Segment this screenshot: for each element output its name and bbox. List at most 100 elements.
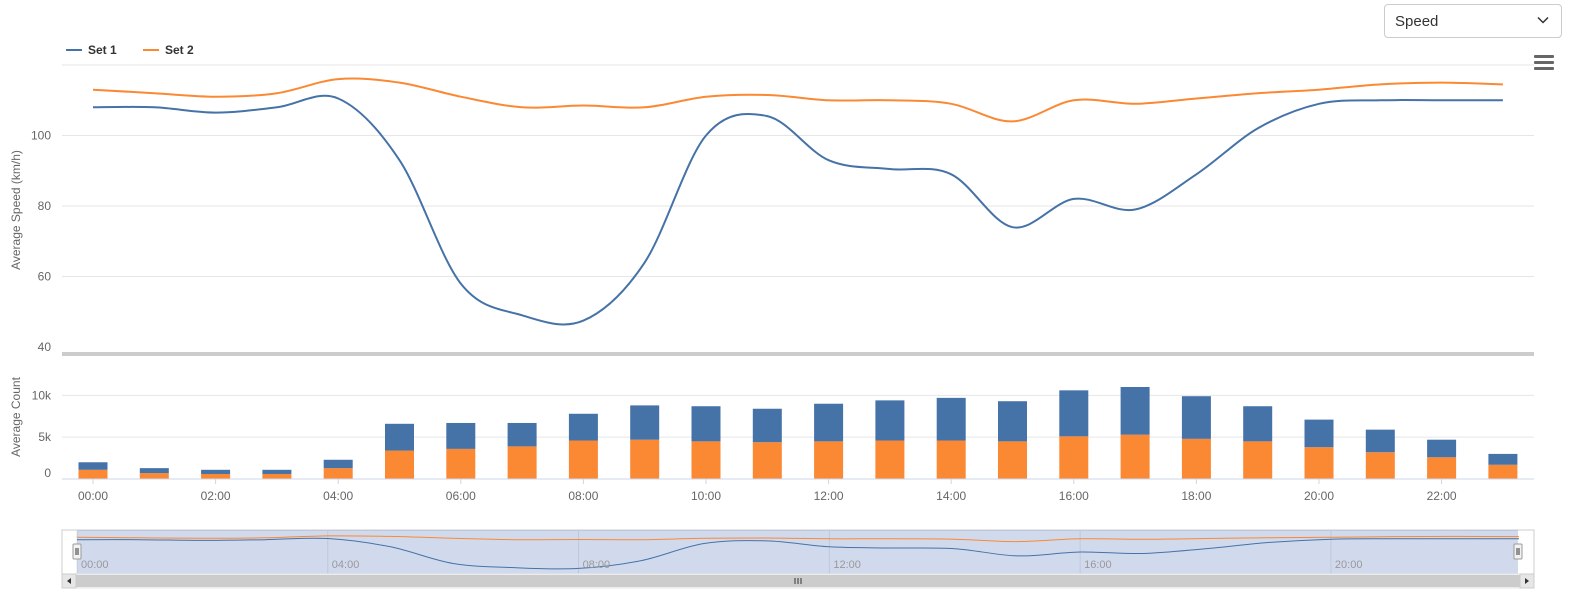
bar-set2[interactable] bbox=[1488, 464, 1518, 479]
bar-set2[interactable] bbox=[323, 468, 353, 479]
metric-select-value: Speed bbox=[1395, 12, 1439, 30]
bar-set2[interactable] bbox=[385, 450, 414, 479]
scrollbar[interactable] bbox=[61, 573, 1535, 589]
navigator-tick-label: 16:00 bbox=[1084, 559, 1112, 571]
bar-set1[interactable] bbox=[507, 422, 537, 447]
bar-set1[interactable] bbox=[139, 468, 169, 474]
bar-set2[interactable] bbox=[1427, 457, 1457, 479]
bar-set2[interactable] bbox=[936, 440, 966, 479]
bar-set1[interactable] bbox=[201, 469, 231, 474]
bar-set1[interactable] bbox=[446, 422, 476, 449]
bar-set1[interactable] bbox=[1365, 429, 1395, 453]
bar-set2[interactable] bbox=[78, 469, 108, 479]
bar-set1[interactable] bbox=[262, 469, 292, 474]
x-tick-label: 02:00 bbox=[201, 489, 231, 503]
x-tick-label: 00:00 bbox=[78, 489, 108, 503]
x-tick-label: 18:00 bbox=[1181, 489, 1211, 503]
speed-y-tick-label: 100 bbox=[31, 129, 51, 143]
bar-set1[interactable] bbox=[691, 406, 721, 442]
bar-set2[interactable] bbox=[875, 440, 905, 479]
bar-set2[interactable] bbox=[1181, 438, 1211, 479]
navigator-handle-left[interactable] bbox=[72, 543, 82, 560]
metric-select[interactable]: Speed bbox=[1384, 4, 1562, 38]
x-tick-label: 20:00 bbox=[1304, 489, 1334, 503]
x-tick-label: 08:00 bbox=[568, 489, 598, 503]
bar-set1[interactable] bbox=[1304, 419, 1334, 448]
bar-set2[interactable] bbox=[630, 439, 660, 479]
speed-y-tick-label: 40 bbox=[38, 340, 52, 354]
speed-line-set2[interactable] bbox=[92, 77, 1503, 123]
speed-y-tick-label: 80 bbox=[38, 199, 52, 213]
bar-set1[interactable] bbox=[1059, 390, 1089, 437]
x-tick-label: 14:00 bbox=[936, 489, 966, 503]
bar-set1[interactable] bbox=[752, 408, 782, 443]
chevron-down-icon bbox=[1537, 16, 1549, 24]
bar-set2[interactable] bbox=[1059, 436, 1089, 479]
speed-y-tick-label: 60 bbox=[38, 270, 52, 284]
bar-set2[interactable] bbox=[507, 446, 537, 479]
speed-line-set1[interactable] bbox=[92, 94, 1503, 326]
bar-set2[interactable] bbox=[201, 473, 231, 479]
legend: Set 1 Set 2 bbox=[66, 43, 194, 57]
bar-set2[interactable] bbox=[1304, 447, 1334, 479]
x-tick-label: 12:00 bbox=[814, 489, 844, 503]
navigator-lines bbox=[76, 535, 1520, 570]
bar-set1[interactable] bbox=[630, 405, 660, 440]
arrow-left-icon bbox=[67, 578, 71, 584]
legend-label-set2: Set 2 bbox=[165, 43, 194, 57]
bar-set2[interactable] bbox=[139, 473, 169, 479]
bar-set1[interactable] bbox=[78, 462, 108, 470]
x-tick-label: 06:00 bbox=[446, 489, 476, 503]
bar-set1[interactable] bbox=[385, 423, 414, 451]
x-tick-label: 10:00 bbox=[691, 489, 721, 503]
hamburger-menu-icon[interactable] bbox=[1534, 55, 1554, 71]
navigator-tick-label: 04:00 bbox=[332, 559, 360, 571]
bar-set1[interactable] bbox=[1243, 406, 1273, 442]
bar-set1[interactable] bbox=[998, 401, 1027, 442]
bar-set1[interactable] bbox=[936, 397, 966, 441]
navigator-handle-right[interactable] bbox=[1513, 543, 1523, 560]
bar-set1[interactable] bbox=[1120, 387, 1150, 435]
bar-set1[interactable] bbox=[323, 459, 353, 469]
bar-set1[interactable] bbox=[1181, 396, 1211, 439]
bar-set2[interactable] bbox=[446, 448, 476, 479]
navigator[interactable]: 00:00 04:00 08:00 12:00 16:00 20:00 bbox=[61, 529, 1535, 575]
legend-item-set2[interactable]: Set 2 bbox=[143, 43, 194, 57]
bar-set1[interactable] bbox=[568, 413, 598, 441]
count-y-tick-label: 10k bbox=[32, 388, 52, 402]
legend-label-set1: Set 1 bbox=[88, 43, 117, 57]
speed-y-ticks: 40 60 80 100 bbox=[31, 129, 51, 355]
bar-set2[interactable] bbox=[814, 441, 844, 479]
x-tick-label: 04:00 bbox=[323, 489, 353, 503]
navigator-tick-label: 20:00 bbox=[1335, 559, 1363, 571]
x-tick-label: 22:00 bbox=[1427, 489, 1457, 503]
navigator-line-set1 bbox=[76, 537, 1519, 570]
count-y-ticks: 0 5k 10k bbox=[32, 388, 52, 480]
speed-y-axis-label: Average Speed (km/h) bbox=[9, 150, 23, 270]
navigator-tick-label: 00:00 bbox=[81, 559, 109, 571]
speed-lines bbox=[92, 77, 1503, 326]
bar-set1[interactable] bbox=[1488, 453, 1518, 465]
bar-set1[interactable] bbox=[875, 400, 905, 441]
arrow-right-icon bbox=[1525, 578, 1529, 584]
bar-set2[interactable] bbox=[1365, 452, 1395, 479]
navigator-line-set2 bbox=[76, 535, 1520, 543]
bar-set2[interactable] bbox=[691, 441, 721, 479]
legend-item-set1[interactable]: Set 1 bbox=[66, 43, 117, 57]
bar-set2[interactable] bbox=[752, 442, 782, 479]
bar-set2[interactable] bbox=[262, 473, 292, 479]
count-bars bbox=[78, 387, 1518, 479]
count-y-tick-label: 5k bbox=[38, 430, 52, 444]
count-grid bbox=[62, 394, 1534, 438]
bar-set2[interactable] bbox=[998, 441, 1027, 479]
navigator-labels: 00:00 04:00 08:00 12:00 16:00 20:00 bbox=[81, 559, 1362, 571]
bar-set1[interactable] bbox=[1427, 439, 1457, 458]
bar-set2[interactable] bbox=[568, 440, 598, 479]
bar-set2[interactable] bbox=[1120, 434, 1150, 479]
x-ticks: 00:00 02:00 04:00 06:00 08:00 10:00 12:00 14:00… bbox=[78, 479, 1457, 503]
bar-set1[interactable] bbox=[814, 403, 844, 442]
bar-set2[interactable] bbox=[1243, 441, 1273, 479]
scrollbar-grip-icon bbox=[794, 578, 802, 584]
pane-separator bbox=[62, 352, 1534, 356]
